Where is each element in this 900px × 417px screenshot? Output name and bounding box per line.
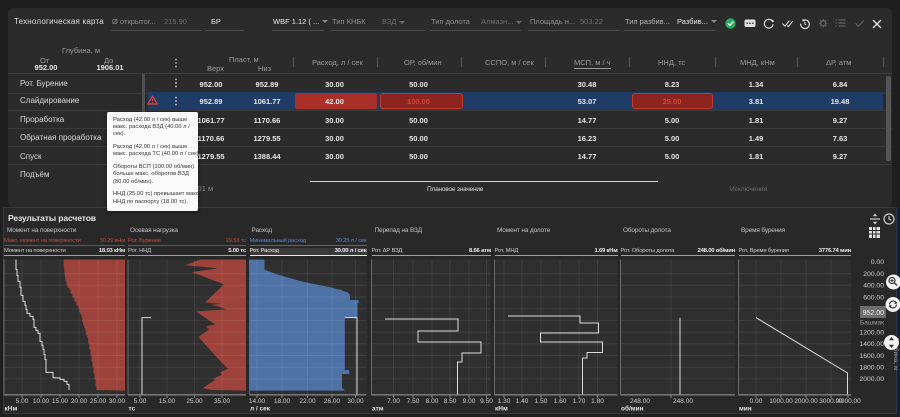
svg-text:1400.00: 1400.00 bbox=[859, 341, 884, 348]
svg-text:30.00: 30.00 bbox=[347, 398, 364, 405]
svg-text:26.00: 26.00 bbox=[324, 398, 341, 405]
svg-text:15.00: 15.00 bbox=[159, 398, 176, 405]
svg-text:15.00: 15.00 bbox=[52, 398, 69, 405]
svg-text:248.00: 248.00 bbox=[673, 398, 693, 405]
svg-text:2000.00: 2000.00 bbox=[859, 376, 884, 383]
svg-text:1600.00: 1600.00 bbox=[859, 353, 884, 360]
svg-text:248.00: 248.00 bbox=[630, 398, 650, 405]
svg-text:9.50: 9.50 bbox=[480, 398, 493, 405]
svg-text:0.00: 0.00 bbox=[750, 398, 763, 405]
svg-text:атм: атм bbox=[372, 405, 384, 412]
svg-text:25.00: 25.00 bbox=[186, 398, 203, 405]
svg-text:8.00: 8.00 bbox=[426, 398, 439, 405]
svg-text:Глубина, м: Глубина, м bbox=[892, 338, 900, 371]
svg-text:кНм: кНм bbox=[5, 405, 18, 412]
svg-text:600.00: 600.00 bbox=[863, 294, 884, 301]
svg-text:9.00: 9.00 bbox=[463, 398, 476, 405]
svg-text:Башмак: Башмак bbox=[860, 320, 884, 327]
svg-text:20.00: 20.00 bbox=[71, 398, 88, 405]
svg-text:об/мин: об/мин bbox=[621, 404, 644, 412]
svg-text:1.80: 1.80 bbox=[591, 398, 604, 405]
svg-text:1200.00: 1200.00 bbox=[859, 329, 884, 336]
svg-text:1800.00: 1800.00 bbox=[859, 365, 884, 372]
svg-text:мин: мин bbox=[739, 405, 752, 412]
svg-text:3000.00: 3000.00 bbox=[819, 398, 843, 405]
svg-text:7.00: 7.00 bbox=[387, 398, 400, 405]
svg-text:5.00: 5.00 bbox=[16, 398, 29, 405]
svg-text:1.60: 1.60 bbox=[554, 398, 567, 405]
svg-text:л / сек: л / сек bbox=[250, 405, 271, 412]
svg-text:22.00: 22.00 bbox=[299, 398, 316, 405]
svg-text:0.00: 0.00 bbox=[871, 259, 884, 266]
svg-text:10.00: 10.00 bbox=[33, 398, 50, 405]
svg-text:30.00: 30.00 bbox=[109, 398, 126, 405]
svg-text:1.70: 1.70 bbox=[573, 398, 586, 405]
svg-text:200.00: 200.00 bbox=[863, 271, 884, 278]
svg-text:1.50: 1.50 bbox=[535, 398, 548, 405]
svg-text:1.40: 1.40 bbox=[516, 398, 529, 405]
svg-text:2000.00: 2000.00 bbox=[794, 398, 818, 405]
svg-text:1.30: 1.30 bbox=[498, 398, 511, 405]
svg-text:5.00: 5.00 bbox=[134, 398, 147, 405]
svg-text:25.00: 25.00 bbox=[90, 398, 107, 405]
svg-text:4000.00: 4000.00 bbox=[837, 398, 861, 405]
svg-text:952.00: 952.00 bbox=[863, 310, 885, 317]
svg-text:кНм: кНм bbox=[495, 405, 508, 412]
svg-text:14.00: 14.00 bbox=[249, 398, 266, 405]
svg-text:35.00: 35.00 bbox=[214, 398, 231, 405]
svg-text:тс: тс bbox=[129, 405, 136, 412]
svg-text:7.50: 7.50 bbox=[407, 398, 420, 405]
svg-text:400.00: 400.00 bbox=[863, 283, 884, 290]
svg-text:1000.00: 1000.00 bbox=[769, 398, 793, 405]
svg-text:18.00: 18.00 bbox=[274, 398, 291, 405]
svg-text:8.50: 8.50 bbox=[444, 398, 457, 405]
